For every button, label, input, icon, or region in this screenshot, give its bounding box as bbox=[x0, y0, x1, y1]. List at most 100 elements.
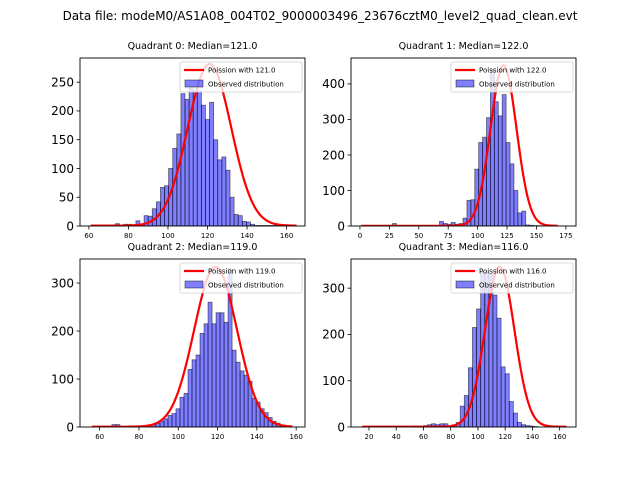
x-tick-label: 40 bbox=[392, 433, 401, 441]
histogram-bar bbox=[191, 359, 197, 427]
subplot-title: Quadrant 3: Median=116.0 bbox=[399, 242, 529, 253]
x-tick-label: 75 bbox=[444, 232, 453, 240]
x-tick-label: 0 bbox=[358, 232, 362, 240]
histogram-bar bbox=[493, 101, 499, 226]
x-tick-label: 125 bbox=[500, 232, 513, 240]
y-tick-label: 100 bbox=[322, 374, 345, 388]
legend-bar-swatch bbox=[455, 79, 475, 88]
y-tick-label: 400 bbox=[322, 77, 345, 91]
y-tick-label: 200 bbox=[51, 104, 74, 118]
histogram-bar bbox=[474, 168, 480, 226]
x-tick-label: 80 bbox=[446, 433, 455, 441]
histogram-bar bbox=[235, 361, 241, 427]
histogram-bar bbox=[501, 94, 507, 226]
legend-label-poisson: Poission with 116.0 bbox=[479, 268, 547, 276]
histogram-bar bbox=[203, 323, 209, 427]
x-tick-label: 140 bbox=[240, 232, 253, 240]
histogram-bar bbox=[175, 408, 181, 427]
histogram-bar bbox=[205, 119, 210, 226]
histogram-bar bbox=[513, 190, 519, 226]
histogram-bar bbox=[472, 327, 477, 427]
histogram-bar bbox=[459, 405, 465, 427]
y-tick-label: 250 bbox=[51, 75, 74, 89]
legend-label-poisson: Poission with 122.0 bbox=[479, 67, 547, 75]
x-tick-label: 100 bbox=[471, 232, 484, 240]
x-tick-label: 50 bbox=[414, 232, 423, 240]
histogram-bar bbox=[219, 312, 225, 427]
y-tick-label: 200 bbox=[51, 324, 74, 338]
histogram-bar bbox=[517, 212, 523, 226]
subplot-title: Quadrant 1: Median=122.0 bbox=[399, 41, 529, 52]
histogram-bar bbox=[509, 163, 515, 226]
y-tick-label: 100 bbox=[51, 162, 74, 176]
legend-box bbox=[450, 61, 574, 93]
x-tick-label: 160 bbox=[280, 232, 293, 240]
plot-area bbox=[362, 265, 567, 427]
histogram-bar bbox=[512, 412, 518, 427]
y-tick-label: 0 bbox=[66, 420, 74, 434]
histogram-bar bbox=[200, 104, 206, 226]
histogram-bar bbox=[163, 418, 169, 427]
legend-label-poisson: Poission with 119.0 bbox=[208, 268, 276, 276]
legend-label-observed: Observed distribution bbox=[208, 282, 284, 290]
y-tick-label: 200 bbox=[322, 148, 345, 162]
x-tick-label: 120 bbox=[201, 232, 214, 240]
y-tick-label: 50 bbox=[59, 191, 74, 205]
legend: Poission with 116.0 Observed distribution bbox=[450, 262, 574, 294]
legend-bar-swatch bbox=[455, 280, 475, 289]
histogram-bar bbox=[199, 332, 205, 427]
histogram-bar bbox=[484, 271, 490, 427]
histogram-bar bbox=[221, 156, 227, 226]
subplot-quadrant-0: Quadrant 0: Median=121.0 60 80 100 120 140 160… bbox=[51, 41, 306, 240]
histogram-bar bbox=[180, 93, 186, 226]
histogram-bar bbox=[241, 220, 247, 226]
histogram-bar bbox=[207, 301, 213, 427]
histogram-bar bbox=[245, 221, 251, 226]
histogram-bar bbox=[517, 421, 522, 427]
subplot-title: Quadrant 2: Median=119.0 bbox=[128, 242, 258, 253]
histogram-bar bbox=[171, 413, 177, 427]
histogram-bar bbox=[176, 133, 182, 226]
histogram-bar bbox=[187, 368, 193, 427]
x-tick-label: 60 bbox=[84, 232, 93, 240]
histogram-bar bbox=[243, 374, 249, 427]
legend-box bbox=[179, 262, 303, 294]
histogram-bar bbox=[504, 373, 510, 427]
subplot-quadrant-2: Quadrant 2: Median=119.0 60 80 100 120 140 160… bbox=[51, 242, 306, 441]
histogram-bar bbox=[209, 101, 215, 226]
axes-frame bbox=[350, 258, 577, 428]
subplot-quadrant-1: Quadrant 1: Median=122.0 0 25 50 75 100 125 150… bbox=[322, 41, 577, 240]
y-tick-label: 0 bbox=[66, 219, 74, 233]
x-tick-label: 80 bbox=[124, 232, 133, 240]
x-tick-label: 60 bbox=[95, 433, 104, 441]
histogram-bar bbox=[521, 210, 527, 226]
axes-frame bbox=[79, 258, 306, 428]
y-tick-label: 100 bbox=[51, 372, 74, 386]
y-tick-label: 300 bbox=[322, 281, 345, 295]
x-tick-label: 120 bbox=[498, 433, 511, 441]
legend-bar-swatch bbox=[184, 280, 204, 289]
axes-frame bbox=[350, 57, 577, 227]
y-tick-label: 300 bbox=[51, 276, 74, 290]
x-tick-label: 100 bbox=[172, 433, 185, 441]
histogram-bar bbox=[179, 396, 185, 427]
x-tick-label: 60 bbox=[419, 433, 428, 441]
histogram-bar bbox=[239, 370, 245, 427]
histogram-bar bbox=[229, 196, 235, 226]
histogram-bar bbox=[223, 321, 229, 427]
legend: Poission with 119.0 Observed distribution bbox=[179, 262, 303, 294]
histogram-bar bbox=[231, 349, 237, 427]
histogram-bar bbox=[195, 354, 201, 427]
y-tick-label: 150 bbox=[51, 133, 74, 147]
subplot-title: Quadrant 0: Median=121.0 bbox=[128, 41, 258, 52]
plot-area bbox=[91, 265, 293, 427]
x-tick-label: 100 bbox=[161, 232, 174, 240]
histogram-bar bbox=[215, 312, 221, 427]
x-tick-label: 140 bbox=[250, 433, 263, 441]
legend-box bbox=[450, 262, 574, 294]
histogram-bar bbox=[500, 366, 506, 427]
x-tick-label: 140 bbox=[526, 433, 539, 441]
legend-box bbox=[179, 61, 303, 93]
y-tick-label: 300 bbox=[322, 113, 345, 127]
